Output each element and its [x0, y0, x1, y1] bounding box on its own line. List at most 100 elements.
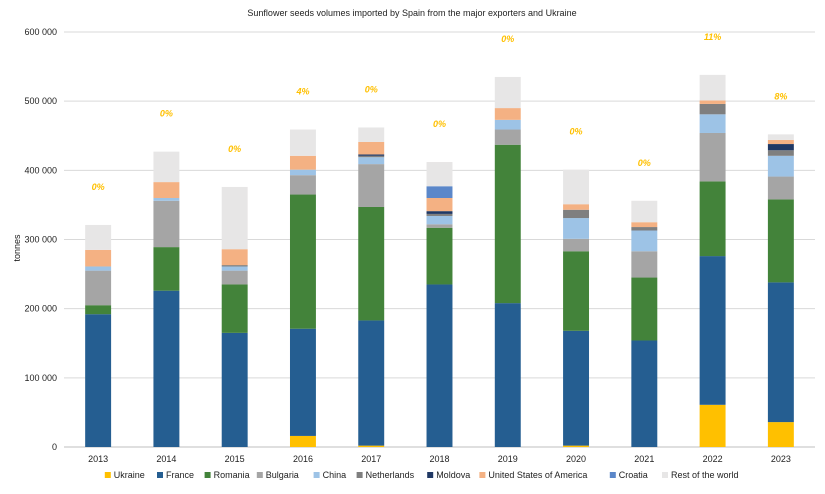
bar-segment: [426, 215, 453, 225]
bar-segment: [289, 129, 316, 156]
bar-segment: [85, 224, 112, 250]
bar-segment: [563, 209, 590, 219]
bar-segment: [426, 227, 453, 285]
legend-swatch: [479, 472, 486, 478]
x-tick-label: 2015: [225, 454, 245, 464]
x-tick-label: 2018: [429, 454, 449, 464]
bar-segment: [767, 176, 794, 200]
bar-segment: [563, 330, 590, 446]
bar-segment: [494, 119, 521, 130]
legend-swatch: [609, 472, 616, 478]
bar-segment: [563, 218, 590, 239]
y-tick-labels: 0 100 000 200 000 300 000 400 000 500 000 600 …: [24, 27, 57, 452]
x-tick-label: 2013: [88, 454, 108, 464]
percent-label: 4%: [295, 87, 309, 97]
percent-label: 0%: [365, 84, 378, 94]
legend: Ukraine France Romania Bulgaria China Netherl…: [104, 470, 739, 480]
bar-segment: [563, 204, 590, 210]
legend-label: United States of America: [488, 470, 587, 480]
bar-segment: [85, 266, 112, 271]
bar-segment: [699, 74, 726, 101]
legend-label: China: [323, 470, 347, 480]
x-tick-label: 2022: [703, 454, 723, 464]
bar-segment: [767, 199, 794, 283]
bar-segment: [221, 186, 248, 250]
bar-segment: [767, 134, 794, 140]
bar-segment: [631, 251, 658, 278]
bar-segment: [426, 211, 453, 214]
percent-label: 0%: [570, 127, 583, 137]
bar-segment: [631, 230, 658, 252]
legend-label: Netherlands: [366, 470, 415, 480]
legend-swatch: [662, 472, 668, 478]
y-tick-label: 0: [52, 442, 57, 452]
bar-segment: [153, 290, 180, 447]
legend-label: Romania: [214, 470, 250, 480]
bar-segment: [699, 103, 726, 115]
bar-segment: [767, 139, 794, 145]
bar-segment: [221, 284, 248, 333]
bar-segment: [767, 422, 794, 447]
legend-label: Croatia: [619, 470, 648, 480]
bar-segment: [358, 206, 385, 321]
bar-segment: [289, 169, 316, 176]
bar-segment: [153, 182, 180, 198]
bar-segment: [221, 265, 248, 267]
bar-segment: [85, 270, 112, 306]
legend-swatch: [427, 472, 434, 478]
bar-segment: [358, 155, 385, 158]
bar-segment: [494, 144, 521, 304]
bar-segment: [631, 277, 658, 341]
legend-label: Moldova: [436, 470, 470, 480]
bar-segment: [85, 305, 112, 315]
legend-swatch: [256, 472, 263, 478]
bar-segment: [153, 198, 180, 201]
bar-segment: [563, 445, 590, 447]
bar-segment: [494, 108, 521, 120]
bar-segment: [153, 200, 180, 248]
x-tick-label: 2021: [634, 454, 654, 464]
bar-segment: [426, 213, 453, 216]
bar-segment: [85, 314, 112, 447]
legend-swatch: [157, 472, 163, 478]
bar-segment: [289, 194, 316, 329]
bar-segment: [289, 175, 316, 195]
x-tick-label: 2016: [293, 454, 313, 464]
x-tick-label: 2023: [771, 454, 791, 464]
bar-segment: [563, 238, 590, 252]
legend-label: France: [166, 470, 194, 480]
bar-segment: [221, 270, 248, 285]
bar-segment: [85, 249, 112, 267]
x-tick-label: 2020: [566, 454, 586, 464]
x-tick-labels: 2013 2014 2015 2016 2017 2018 2019 2020 2021 2022…: [88, 454, 791, 464]
y-tick-label: 300 000: [24, 235, 57, 245]
legend-label: Bulgaria: [266, 470, 299, 480]
bar-segment: [767, 150, 794, 156]
bar-segment: [426, 162, 453, 187]
bar-segment: [221, 249, 248, 266]
legend-swatch: [313, 472, 320, 478]
bar-segment: [289, 435, 316, 447]
bar-segment: [221, 266, 248, 271]
percent-label: 0%: [228, 144, 241, 154]
bar-segment: [358, 445, 385, 447]
y-axis-label: tonnes: [12, 234, 22, 262]
bar-segment: [563, 251, 590, 331]
legend-label: Rest of the world: [671, 470, 739, 480]
bar-segment: [699, 404, 726, 447]
bar-segment: [358, 320, 385, 446]
bar-segment: [767, 144, 794, 151]
bar-segment: [631, 222, 658, 228]
bar-segment: [699, 132, 726, 182]
bar-segment: [631, 227, 658, 231]
bar-segment: [699, 181, 726, 257]
bar-segment: [494, 76, 521, 109]
bar-segment: [358, 141, 385, 155]
percent-label: 0%: [638, 158, 651, 168]
bar-segment: [494, 129, 521, 145]
bar-segment: [153, 151, 180, 183]
legend-swatch: [204, 472, 211, 478]
bar-segment: [426, 224, 453, 228]
legend-swatch: [104, 472, 111, 478]
x-tick-label: 2019: [498, 454, 518, 464]
